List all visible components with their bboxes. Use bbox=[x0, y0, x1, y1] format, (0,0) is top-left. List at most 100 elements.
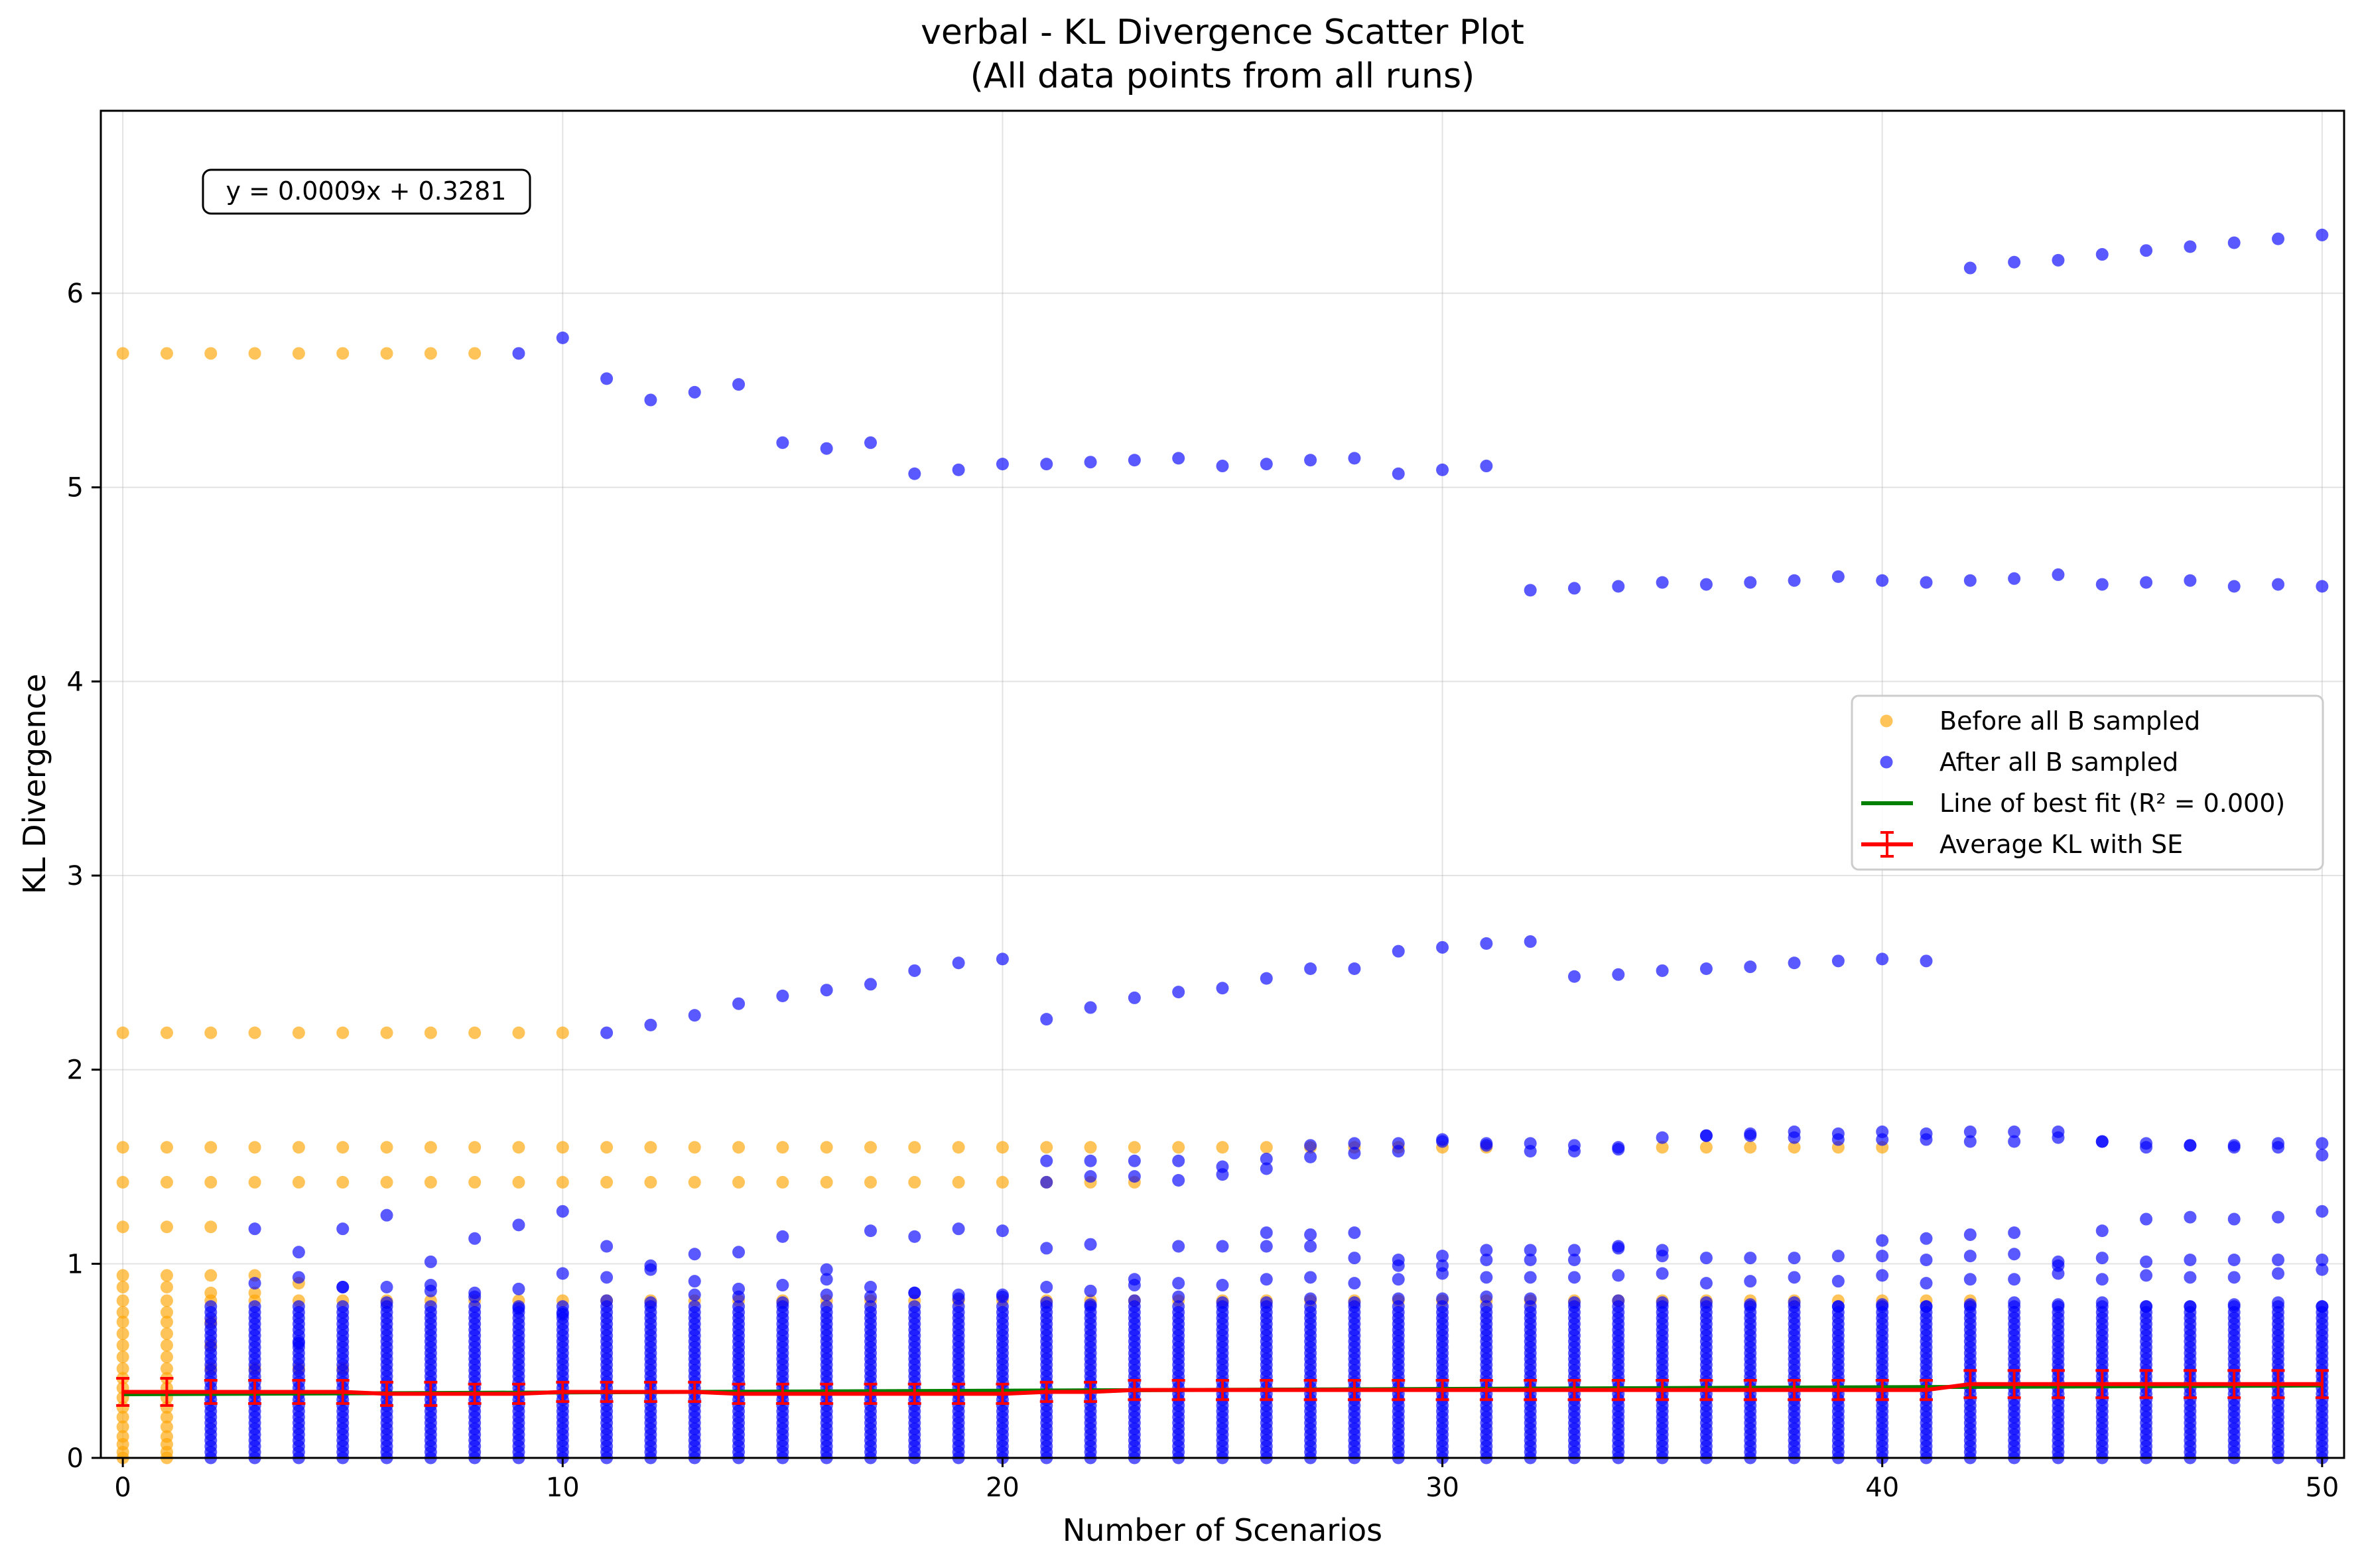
after-point bbox=[2008, 1125, 2021, 1138]
after-point bbox=[776, 989, 789, 1002]
before-point bbox=[292, 1175, 305, 1189]
after-point bbox=[1216, 1240, 1229, 1253]
after-point bbox=[1920, 1232, 1933, 1245]
after-point bbox=[248, 1300, 261, 1313]
after-point bbox=[1876, 1234, 1889, 1247]
before-point bbox=[732, 1141, 746, 1154]
after-point bbox=[1172, 1300, 1185, 1313]
after-point bbox=[2140, 1212, 2153, 1226]
after-point bbox=[1084, 1298, 1097, 1311]
after-point bbox=[1260, 1162, 1273, 1175]
after-point bbox=[1963, 574, 1977, 587]
after-point bbox=[1304, 454, 1317, 467]
after-point bbox=[424, 1255, 437, 1268]
after-point bbox=[2008, 1248, 2021, 1261]
after-point bbox=[1172, 1174, 1185, 1187]
after-point bbox=[1040, 1296, 1053, 1309]
after-point bbox=[644, 1018, 657, 1031]
after-point bbox=[1524, 1145, 1537, 1158]
after-point bbox=[1436, 463, 1449, 476]
after-point bbox=[424, 1300, 437, 1313]
after-point bbox=[2008, 1296, 2021, 1309]
before-point bbox=[116, 1339, 129, 1352]
after-point bbox=[2316, 1205, 2329, 1218]
after-point bbox=[512, 347, 525, 360]
after-point bbox=[1656, 964, 1669, 977]
after-point bbox=[1172, 1277, 1185, 1290]
after-point bbox=[556, 1205, 569, 1218]
before-point bbox=[512, 1175, 525, 1189]
after-point bbox=[1172, 1240, 1185, 1253]
before-point bbox=[952, 1175, 965, 1189]
before-point bbox=[248, 1175, 261, 1189]
before-point bbox=[644, 1141, 657, 1154]
after-point bbox=[1304, 1292, 1317, 1305]
after-point bbox=[908, 467, 921, 480]
before-point bbox=[1788, 1141, 1801, 1154]
after-point bbox=[2272, 1296, 2285, 1309]
before-point bbox=[908, 1175, 921, 1189]
legend-label: Before all B sampled bbox=[1939, 706, 2200, 736]
after-point bbox=[1392, 1145, 1405, 1158]
after-point bbox=[1436, 1250, 1449, 1263]
after-point bbox=[1744, 1275, 1757, 1288]
after-point bbox=[2140, 1269, 2153, 1282]
after-point bbox=[1480, 1139, 1493, 1152]
before-point bbox=[556, 1026, 569, 1039]
x-tick-label: 40 bbox=[1865, 1472, 1899, 1503]
after-point bbox=[1524, 1253, 1537, 1266]
before-point bbox=[380, 347, 393, 360]
before-point bbox=[248, 1026, 261, 1039]
before-point bbox=[292, 1026, 305, 1039]
after-point bbox=[732, 997, 746, 1010]
after-point bbox=[2316, 580, 2329, 593]
before-point bbox=[116, 1327, 129, 1340]
after-point bbox=[468, 1300, 482, 1313]
after-point bbox=[1788, 574, 1801, 587]
after-point bbox=[1392, 1292, 1405, 1305]
after-point bbox=[820, 1263, 833, 1276]
after-point bbox=[2184, 574, 2197, 587]
after-point bbox=[2008, 1135, 2021, 1148]
after-point bbox=[2184, 1271, 2197, 1284]
legend-label: After all B sampled bbox=[1939, 748, 2178, 777]
after-point bbox=[2095, 1252, 2109, 1265]
after-point bbox=[1348, 1226, 1361, 1240]
before-point bbox=[116, 1350, 129, 1364]
before-point bbox=[468, 1026, 482, 1039]
after-point bbox=[556, 1267, 569, 1280]
after-point bbox=[1436, 1292, 1449, 1305]
after-point bbox=[644, 393, 657, 407]
before-point bbox=[160, 1339, 173, 1352]
after-point bbox=[1524, 584, 1537, 597]
before-point bbox=[160, 1306, 173, 1319]
after-point bbox=[1920, 1277, 1933, 1290]
after-point bbox=[2052, 253, 2065, 267]
after-point bbox=[2227, 1141, 2241, 1154]
before-point bbox=[820, 1175, 833, 1189]
y-tick-label: 2 bbox=[67, 1055, 84, 1086]
after-point bbox=[1963, 1273, 1977, 1286]
y-tick-label: 4 bbox=[67, 667, 84, 697]
after-point bbox=[864, 436, 877, 449]
after-point bbox=[600, 1294, 614, 1307]
before-point bbox=[160, 1420, 173, 1433]
after-point bbox=[776, 1230, 789, 1243]
after-point bbox=[2095, 1273, 2109, 1286]
after-point bbox=[996, 1224, 1009, 1238]
before-point bbox=[116, 1026, 129, 1039]
after-point bbox=[1568, 582, 1581, 595]
before-point bbox=[1040, 1141, 1053, 1154]
after-point bbox=[424, 1284, 437, 1297]
after-point bbox=[1392, 1273, 1405, 1286]
after-point bbox=[1831, 1300, 1845, 1313]
after-point bbox=[1744, 1298, 1757, 1311]
after-point bbox=[2227, 1253, 2241, 1266]
after-point bbox=[644, 1296, 657, 1309]
after-point bbox=[908, 1230, 921, 1243]
after-point bbox=[1216, 982, 1229, 995]
after-point bbox=[1788, 1252, 1801, 1265]
after-point bbox=[1920, 954, 1933, 968]
after-point bbox=[1568, 1271, 1581, 1284]
